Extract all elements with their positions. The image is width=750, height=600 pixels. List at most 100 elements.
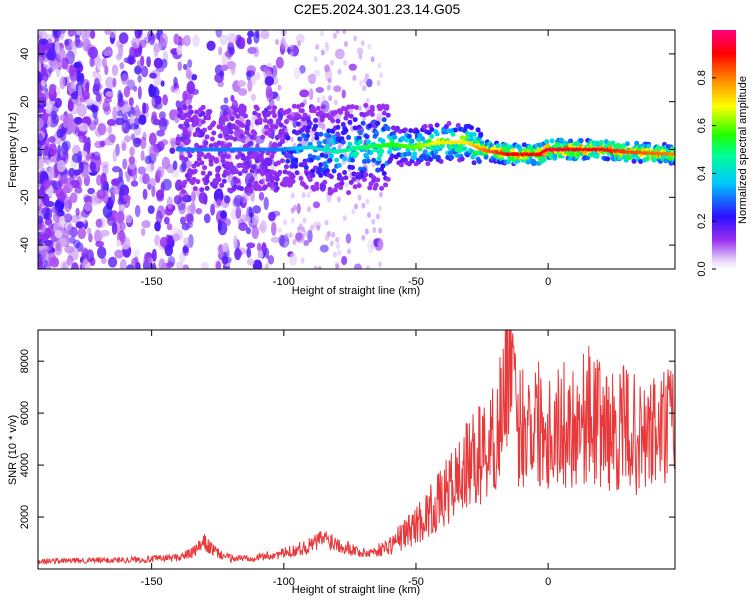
spectrogram-cell [369,111,375,117]
spectrogram-cell [43,179,51,189]
spectrogram-cell [313,56,318,63]
spectrogram-cell [178,123,184,129]
spectrogram-cell [347,248,352,255]
spectrogram-cell [297,114,303,120]
spectrogram-cell [350,165,356,171]
spectrogram-cell [96,189,106,200]
spectrogram-cell [552,153,558,159]
colorbar-tick-label: 0.4 [696,166,708,181]
spectrogram-cell [46,116,52,128]
spectrogram-cell [65,50,75,65]
spectrogram-cell [50,110,57,120]
spectrogram-cell [169,147,176,155]
spectrogram-cell [290,192,295,199]
spectrogram-cell [350,157,356,163]
spectrogram-cell [276,118,282,124]
spectrogram-cell [233,125,239,131]
spectrogram-cell [431,154,437,160]
spectrogram-cell [66,255,74,266]
spectrogram-cell [476,159,482,165]
spectrogram-cell [620,143,626,149]
spectrogram-cell [363,102,369,108]
spectrogram-cell [186,213,194,225]
spectrogram-cell [358,53,363,60]
spectrogram-cell [184,118,190,124]
spectrogram-cell [483,154,489,160]
spectrogram-cell [307,177,313,183]
spectrogram-cell [107,256,118,268]
spectrogram-cell [578,138,584,144]
spectrogram-cell [342,156,348,162]
spectrogram-cell [213,180,219,186]
spectrogram-cell [49,143,57,156]
spectrogram-cell [400,135,406,141]
spectrogram-cell [111,178,121,186]
spectrogram-cell [233,194,243,207]
spectrogram-cell [175,261,184,269]
spectrogram-cell [207,109,213,115]
spectrogram-cell [140,150,145,161]
spectrogram-cell [284,241,289,248]
spectrogram-cell [137,74,142,83]
spectrogram-cell [478,132,484,138]
spectrogram-cell [201,261,209,269]
spectrogram-cell [634,140,640,146]
spectrogram-cell [663,158,669,164]
spectrogram-cell [273,124,279,130]
spectrogram-cell [246,182,252,188]
spectrogram-cell [158,111,166,120]
spectrogram-cell [332,251,337,258]
spectrogram-cell [377,240,382,247]
y-tick-label: 2000 [19,505,31,529]
spectrogram-cell [200,104,206,110]
spectrogram-cell [128,97,134,107]
spectrogram-cell [321,95,326,102]
spectrogram-cell [298,176,304,182]
spectrogram-cell [118,168,123,183]
spectrogram-cell [416,137,422,143]
spectrogram-cell [544,139,550,145]
spectrogram-cell [307,121,313,127]
spectrogram-cell [159,236,168,248]
spectrogram-cell [293,163,299,169]
spectrogram-cell [158,118,168,132]
spectrogram-cell [316,166,322,172]
spectrogram-cell [187,234,194,248]
spectrogram-cell [264,168,270,174]
spectrogram-cell [106,118,116,127]
spectrogram-cell [347,119,353,125]
spectrogram-cell [313,69,321,77]
spectrogram-cell [187,59,193,69]
spectrogram-cell [215,188,223,196]
spectrogram-cell [69,69,78,83]
spectrogram-cell [385,126,391,132]
spectrogram-cell [310,136,315,143]
spectrogram-cell [276,160,282,166]
colorbar: 0.0 0.2 0.4 0.6 0.8 Normalized spectral ampl… [696,30,749,277]
spectrogram-cell [338,109,344,115]
spectrogram-cell [54,240,62,251]
spectrogram-cell [104,65,109,76]
spectrogram-cell [245,121,251,127]
spectrogram-cell [40,80,46,87]
spectrogram-cell [217,218,223,232]
spectrogram-cell [224,135,230,141]
spectrogram-cell [187,153,193,159]
spectrogram-cell [344,182,349,189]
spectrogram-cell [274,176,280,182]
spectrogram-cell [176,179,182,185]
spectrogram-cell [129,146,135,157]
spectrogram-cell [186,80,196,95]
spectrogram-cell [288,232,293,239]
spectrogram-cell [232,184,238,190]
spectrogram-cell [275,38,280,45]
spectrogram-cell [373,130,379,136]
spectrogram-cell [112,149,117,162]
spectrogram-cell [162,94,168,106]
spectrogram-cell [56,87,61,96]
spectrogram-cell [67,100,74,112]
spectrogram-cell [190,201,196,215]
spectrogram-cell [183,139,189,145]
spectrogram-cell [95,93,101,103]
spectrogram-cell [89,161,96,172]
